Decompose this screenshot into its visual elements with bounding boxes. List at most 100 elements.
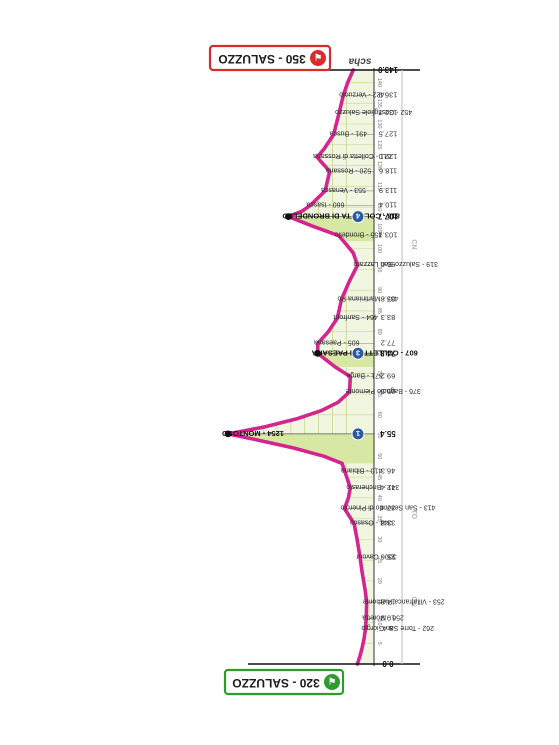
place-km: 136.9 <box>379 90 398 99</box>
place-km: 96.0 <box>381 260 396 269</box>
category-number: 3 <box>356 348 360 357</box>
km-tick-label: 90 <box>376 287 382 293</box>
category-number: 1 <box>356 429 360 438</box>
place-km: 65.5 <box>381 387 396 396</box>
region-label: TO <box>410 510 417 520</box>
profile-line <box>226 68 369 666</box>
start-label: 320 - SALUZZO <box>232 676 319 690</box>
km-tick-label: 80 <box>376 329 382 335</box>
finish-icon <box>310 50 326 66</box>
place-km: 33.8 <box>381 519 396 528</box>
place-name: 491 - Busca <box>330 129 367 136</box>
climb-name: 1254 - MONTOSO <box>222 429 284 438</box>
place-name: 262 - Torre San Giorgio <box>361 624 434 631</box>
finish-glyph: ⚑ <box>314 52 322 62</box>
km-tick-label: 140 <box>376 78 382 87</box>
km-tick-label: 65 <box>376 391 382 397</box>
finish-label: 350 - SALUZZO <box>218 52 305 66</box>
place-km: 103.1 <box>379 231 398 240</box>
place-name: 410 - Bibiana <box>341 467 382 474</box>
km-tick-label: 75 <box>376 349 382 355</box>
km-tick-label: 40 <box>376 495 382 501</box>
km-tick-label: 110 <box>376 203 382 212</box>
place-name: 660 - Isasca <box>306 200 344 207</box>
climb-fill <box>288 216 374 242</box>
place-km: 122.0 <box>379 152 398 161</box>
km-tick-label: 15 <box>376 599 382 605</box>
km-tick-label: 130 <box>376 119 382 128</box>
place-km: 127.5 <box>379 129 398 138</box>
place-name: 422 - Verzuolo <box>339 90 384 97</box>
start-icon <box>324 674 340 690</box>
start-banner: 320 - SALUZZO ⚑ <box>223 668 345 696</box>
place-name: 300 - Cavour <box>355 553 396 560</box>
place-name: 464 - Sanfront <box>333 313 377 320</box>
place-name: 319 - Saluzzo-San Lazzaro <box>353 260 438 267</box>
region-label: CN <box>410 239 417 249</box>
place-km: 132.7 <box>379 108 398 117</box>
km-tick-label: 70 <box>376 370 382 376</box>
km-tick-label: 115 <box>376 182 382 191</box>
climb-km: 55.4 <box>380 429 396 438</box>
km-tick-label: 95 <box>376 266 382 272</box>
km-tick-label: 60 <box>376 412 382 418</box>
km-tick-label: 10 <box>376 619 382 625</box>
summit-dot <box>224 430 232 438</box>
km-tick-label: 105 <box>376 223 382 232</box>
place-km: 113.9 <box>379 186 397 195</box>
start-glyph: ⚑ <box>328 676 336 686</box>
km-tick-label: 45 <box>376 474 382 480</box>
place-km: 42.4 <box>381 483 396 492</box>
category-badge <box>351 346 365 360</box>
km-tick-label: 100 <box>376 244 382 253</box>
climb-name: 818 - COLLETTA DI BRONDELLO <box>282 212 400 221</box>
start-km: 0.0 <box>382 659 394 668</box>
km-tick-label: 55 <box>376 432 382 438</box>
place-name: 611 - Colletta di Rossana <box>313 152 391 159</box>
km-tick-label: 25 <box>376 557 382 563</box>
place-km: 14.8 <box>381 598 396 607</box>
place-name: 253 - Villafranca Piemonte <box>363 598 445 605</box>
km-tick-label: 35 <box>376 516 382 522</box>
place-km: 110.4 <box>379 200 397 209</box>
climb-km: 74.8 <box>380 348 396 357</box>
place-name: 605 - Paesana <box>314 338 360 345</box>
km-tick-label: 135 <box>376 99 382 108</box>
place-name: 256 - Moretta <box>362 614 404 621</box>
place-km: 83.3 <box>381 313 396 322</box>
place-km: 37.4 <box>381 504 396 513</box>
category-badge <box>351 427 365 441</box>
place-leader-lines <box>228 94 374 630</box>
finish-km: 143.0 <box>377 65 398 74</box>
place-name: 371 - Bricherasio <box>346 483 399 490</box>
elevation-profile <box>224 68 369 666</box>
place-km: 10.9 <box>381 614 396 623</box>
place-km: 8.4 <box>383 624 393 633</box>
category-badge <box>351 210 365 224</box>
place-name: 376 - Bagnolo Piemonte <box>346 387 421 394</box>
km-tick-label: 20 <box>376 578 382 584</box>
km-tick-label: 5 <box>376 642 382 645</box>
place-km: 87.8 <box>381 294 396 303</box>
category-number: 4 <box>355 212 360 221</box>
place-name: 452 - Costigliole Saluzzo <box>335 108 412 115</box>
summit-dot <box>314 349 322 357</box>
brand-mark: ɐɥɔs <box>349 56 372 67</box>
axis-frame: 5 10 15 20 25 30 35 40 45 50 55 60 65 70 75 80 85 90 95 100… <box>248 68 420 666</box>
place-name: 553 - Venasca <box>321 186 366 193</box>
km-tick-label: 30 <box>376 536 382 542</box>
place-name: 435 - Martiniana Po <box>337 294 398 301</box>
summit-dot <box>285 213 292 221</box>
place-km: 69.2 <box>381 372 396 381</box>
finish-banner: 350 - SALUZZO ⚑ <box>208 44 332 72</box>
place-name: 413 - San Secondo di Pinerolo <box>340 504 435 511</box>
km-tick-label: 125 <box>376 140 382 149</box>
place-km: 118.6 <box>379 166 397 175</box>
km-tick-label: 120 <box>376 161 382 170</box>
place-name: 520 - Rossana <box>326 166 372 173</box>
place-km: 25.6 <box>381 553 396 562</box>
climb-km: 107.7 <box>377 212 398 221</box>
place-name: 344 - Osasco <box>350 519 392 526</box>
